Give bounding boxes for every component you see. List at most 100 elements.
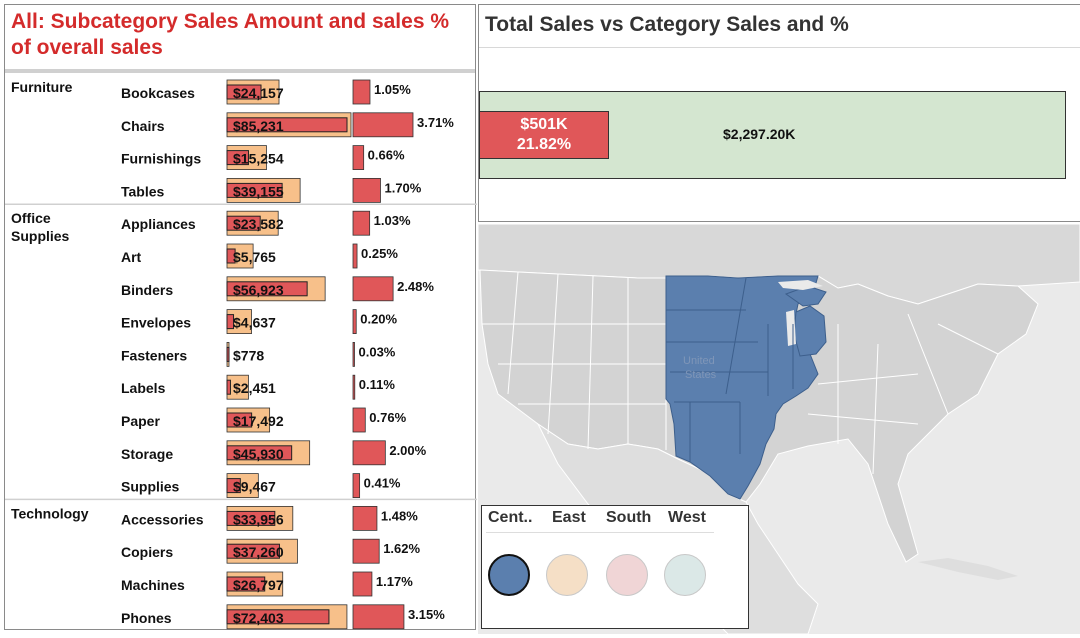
percent-label: 2.48% xyxy=(397,279,434,294)
category-label-1-a: Office xyxy=(11,210,51,226)
percent-bar[interactable] xyxy=(352,571,373,597)
percent-label: 0.11% xyxy=(359,377,396,392)
sales-bar[interactable] xyxy=(226,510,276,526)
percent-label: 0.41% xyxy=(364,476,401,491)
sales-bar[interactable] xyxy=(226,150,249,166)
subcategory-label: Phones xyxy=(121,610,172,626)
category-label-0: Furniture xyxy=(11,79,73,95)
percent-bar[interactable] xyxy=(352,440,386,466)
percent-label: 1.17% xyxy=(376,574,413,589)
sales-bar[interactable] xyxy=(226,182,283,198)
percent-bar[interactable] xyxy=(352,309,357,335)
sales-value-label: $4,637 xyxy=(233,315,276,331)
legend-swatch-3[interactable] xyxy=(664,554,706,596)
legend-label-3[interactable]: West xyxy=(668,509,706,526)
percent-label: 1.05% xyxy=(374,82,411,97)
cuba-landmass xyxy=(918,558,1018,580)
legend-swatch-0[interactable] xyxy=(488,554,530,596)
percent-bar[interactable] xyxy=(352,276,394,302)
sales-bar[interactable] xyxy=(226,576,266,592)
sales-value-label: $23,582 xyxy=(233,216,284,232)
total-vs-category-title: Total Sales vs Category Sales and % xyxy=(485,13,849,36)
percent-bar[interactable] xyxy=(352,112,414,138)
sales-value-label: $39,155 xyxy=(233,183,284,199)
subcategory-label: Machines xyxy=(121,577,185,593)
subcategory-sales-title: All: Subcategory Sales Amount and sales … xyxy=(11,10,450,59)
category-sales-bar[interactable]: $501K 21.82% xyxy=(479,111,609,159)
percent-bar[interactable] xyxy=(352,79,371,105)
subcategory-label: Copiers xyxy=(121,544,173,560)
category-sales-percent: 21.82% xyxy=(516,136,572,153)
subcategory-label: Bookcases xyxy=(121,85,195,101)
subcategory-label: Furnishings xyxy=(121,151,201,167)
percent-bar[interactable] xyxy=(352,374,356,400)
central-region[interactable] xyxy=(665,275,819,500)
sales-value-label: $15,254 xyxy=(233,151,284,167)
sales-bar[interactable] xyxy=(226,445,293,461)
legend-swatch-2[interactable] xyxy=(606,554,648,596)
sales-bar[interactable] xyxy=(226,84,262,100)
percent-label: 3.15% xyxy=(408,607,445,622)
sales-value-label: $9,467 xyxy=(233,479,276,495)
sales-value-label: $33,956 xyxy=(233,511,284,527)
category-label-1-b: Supplies xyxy=(11,228,70,244)
sales-bar[interactable] xyxy=(226,379,231,395)
legend-swatch-1[interactable] xyxy=(546,554,588,596)
category-label-2: Technology xyxy=(11,505,89,521)
subcategory-label: Accessories xyxy=(121,511,204,527)
percent-bar[interactable] xyxy=(352,538,380,564)
total-sales-label: $2,297.20K xyxy=(723,126,796,142)
percent-bar[interactable] xyxy=(352,473,361,499)
percent-bar[interactable] xyxy=(352,145,365,171)
sales-value-label: $72,403 xyxy=(233,610,284,626)
subcategory-label: Labels xyxy=(121,380,166,396)
sales-bar[interactable] xyxy=(226,248,236,264)
total-vs-category-panel: Total Sales vs Category Sales and % $501… xyxy=(478,4,1080,222)
subcategory-sales-panel: All: Subcategory Sales Amount and sales … xyxy=(4,4,477,630)
percent-bar[interactable] xyxy=(352,177,381,203)
sales-reference-band xyxy=(226,473,259,499)
sales-bar[interactable] xyxy=(226,478,241,494)
percent-bar[interactable] xyxy=(352,210,371,236)
sales-bar[interactable] xyxy=(226,543,280,559)
percent-label: 1.62% xyxy=(383,541,420,556)
percent-bar[interactable] xyxy=(352,505,378,531)
lake-superior xyxy=(778,280,823,290)
percent-label: 3.71% xyxy=(417,115,454,130)
sales-reference-band xyxy=(226,309,252,335)
legend-rule xyxy=(486,532,714,533)
percent-bar[interactable] xyxy=(352,243,358,269)
percent-label: 2.00% xyxy=(389,443,426,458)
title-divider xyxy=(479,47,1080,48)
percent-bar[interactable] xyxy=(352,341,355,367)
legend-label-2[interactable]: South xyxy=(606,509,652,526)
subcategory-label: Binders xyxy=(121,282,173,298)
subcategory-label: Storage xyxy=(121,446,173,462)
sales-bar[interactable] xyxy=(226,117,348,133)
legend-label-1[interactable]: East xyxy=(552,509,586,526)
sales-bar[interactable] xyxy=(226,281,308,297)
sales-bar[interactable] xyxy=(226,609,330,625)
percent-bar[interactable] xyxy=(352,604,405,630)
sales-bar[interactable] xyxy=(226,412,253,428)
subcategory-label: Tables xyxy=(121,183,165,199)
state-borders xyxy=(482,271,999,475)
sales-value-label: $24,157 xyxy=(233,85,284,101)
category-sales-value: $501K xyxy=(520,116,568,133)
percent-bar[interactable] xyxy=(352,407,366,433)
sales-bar[interactable] xyxy=(226,346,230,362)
sales-bar[interactable] xyxy=(226,215,261,231)
percent-label: 0.25% xyxy=(361,246,398,261)
central-state-borders xyxy=(666,277,794,462)
sales-bar[interactable] xyxy=(226,314,235,330)
michigan-lower[interactable] xyxy=(793,305,827,357)
sales-value-label: $37,260 xyxy=(233,544,284,560)
sales-value-label: $85,231 xyxy=(233,118,284,134)
sales-value-label: $2,451 xyxy=(233,380,276,396)
legend-label-0[interactable]: Cent.. xyxy=(488,509,533,526)
subcategory-label: Fasteners xyxy=(121,347,187,363)
sales-value-label: $26,797 xyxy=(233,577,284,593)
map-country-label-2: States xyxy=(685,369,717,381)
subcategory-label: Supplies xyxy=(121,479,180,495)
subcategory-label: Envelopes xyxy=(121,315,191,331)
